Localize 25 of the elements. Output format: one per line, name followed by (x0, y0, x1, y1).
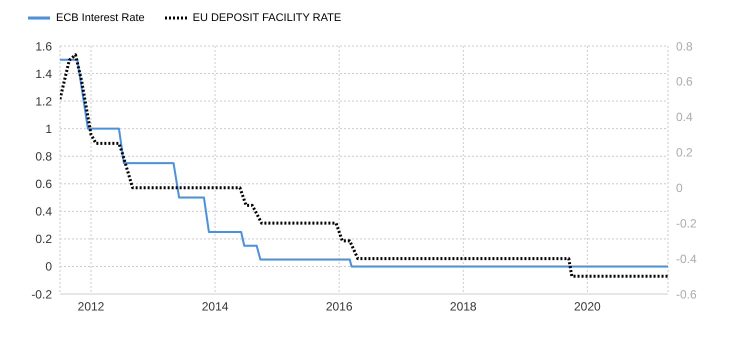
y2-tick-label: 0 (676, 180, 683, 195)
y-tick-label: 0.2 (35, 232, 52, 246)
y-tick-label: 1.2 (35, 94, 52, 108)
x-tick-label: 2014 (202, 300, 229, 314)
y-tick-label: 1.6 (35, 39, 52, 54)
x-tick-label: 2020 (574, 300, 602, 314)
legend-label: ECB Interest Rate (56, 12, 145, 24)
y-tick-label: 1.4 (35, 66, 52, 81)
y2-tick-label: -0.4 (676, 252, 698, 266)
y2-tick-label: 0.4 (676, 110, 694, 124)
x-tick-label: 2018 (450, 300, 477, 314)
x-tick-label: 2012 (78, 300, 105, 314)
y2-tick-label: -0.2 (676, 216, 698, 230)
y2-tick-label: 0.6 (676, 74, 694, 89)
y2-tick-label: -0.6 (676, 287, 698, 302)
y-tick-label: 1 (45, 122, 52, 136)
y-tick-label: 0.8 (35, 149, 52, 164)
y-tick-label: 0.6 (35, 177, 52, 192)
y-tick-label: -0.2 (31, 287, 52, 302)
legend-label: EU DEPOSIT FACILITY RATE (192, 12, 342, 24)
x-tick-label: 2016 (326, 300, 353, 314)
y-tick-label: 0 (45, 260, 52, 274)
y-tick-label: 0.4 (35, 204, 52, 219)
y2-tick-label: 0.2 (676, 146, 694, 160)
y2-tick-label: 0.8 (676, 39, 694, 54)
